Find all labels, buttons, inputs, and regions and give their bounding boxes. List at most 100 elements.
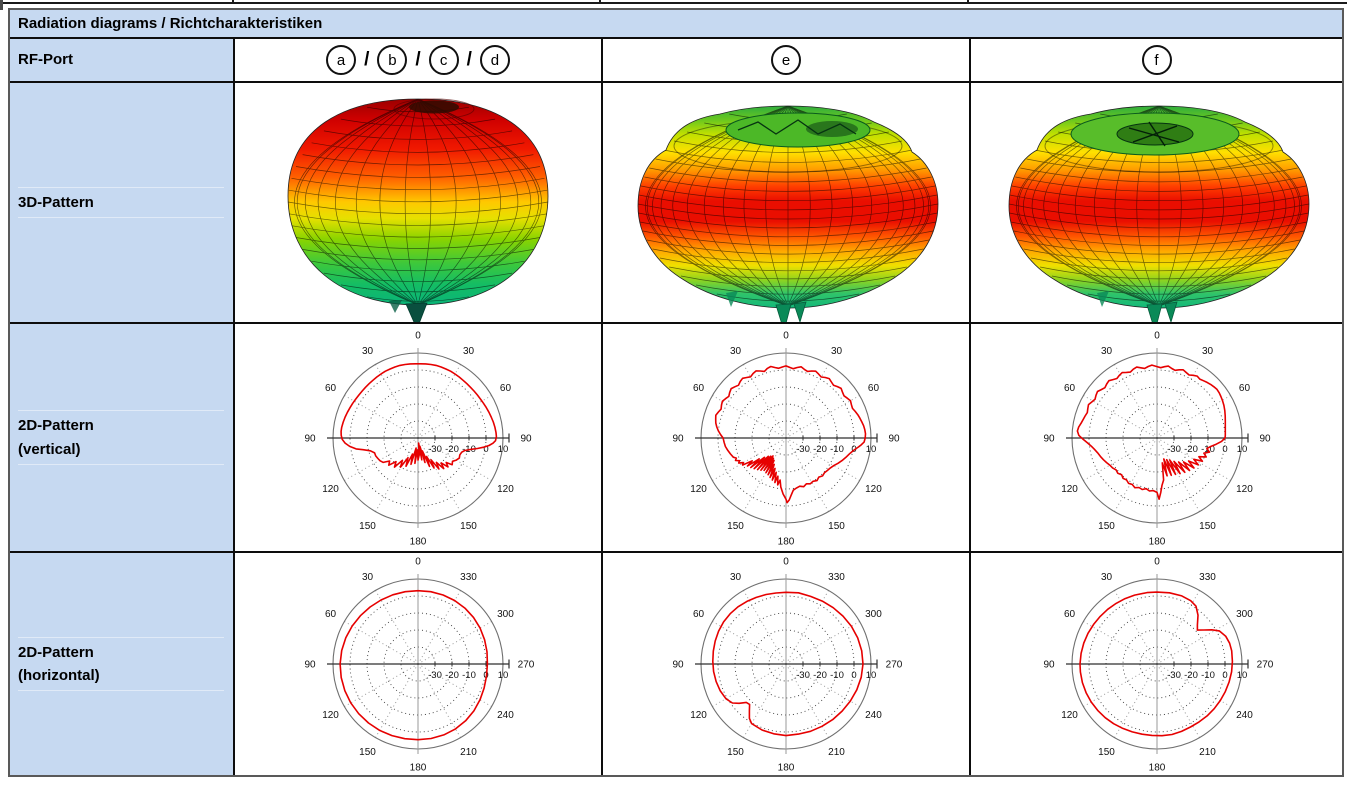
svg-text:300: 300 [1236, 609, 1253, 620]
2d-horizontal-cell-f: -30 -20 -10 0 10 0 330 300 270 240 210 180 150 120 90 6… [971, 553, 1342, 775]
row-label-2d-horizontal-text: 2D-Pattern (horizontal) [18, 636, 225, 692]
svg-text:150: 150 [1098, 747, 1115, 758]
svg-text:30: 30 [730, 572, 742, 583]
svg-text:-30: -30 [1167, 444, 1181, 455]
svg-text:150: 150 [727, 747, 744, 758]
svg-text:330: 330 [1199, 572, 1216, 583]
table-title-text: Radiation diagrams / Richtcharakteristik… [18, 15, 323, 32]
svg-text:0: 0 [415, 557, 421, 568]
svg-text:90: 90 [304, 660, 316, 671]
rf-port-circled-letter-a: a [326, 45, 357, 75]
previous-table-bottom-border [0, 2, 1347, 4]
svg-text:60: 60 [868, 383, 880, 394]
svg-text:180: 180 [1148, 536, 1165, 547]
svg-text:120: 120 [1061, 710, 1078, 721]
svg-text:120: 120 [497, 484, 514, 495]
rf-port-cell-f: f [971, 39, 1342, 83]
svg-text:-10: -10 [830, 444, 844, 455]
svg-text:0: 0 [1222, 670, 1227, 681]
svg-text:0: 0 [783, 330, 789, 341]
polar-chart-horizontal-abcd: -30 -20 -10 0 100330300270240210180150120906… [304, 557, 535, 774]
svg-text:90: 90 [1043, 660, 1055, 671]
previous-table-left-border-stub [0, 0, 3, 10]
svg-text:60: 60 [325, 383, 337, 394]
svg-text:90: 90 [672, 660, 684, 671]
previous-table-column-stub [599, 0, 601, 3]
previous-table-column-stub [232, 0, 234, 3]
svg-text:240: 240 [865, 710, 882, 721]
svg-text:90: 90 [1043, 433, 1055, 444]
radiation-diagrams-table: Radiation diagrams / Richtcharakteristik… [8, 8, 1344, 777]
3d-pattern-cell-f [971, 83, 1342, 324]
svg-text:30: 30 [730, 346, 742, 357]
svg-text:10: 10 [1236, 444, 1247, 455]
svg-text:0: 0 [1154, 330, 1160, 341]
svg-text:60: 60 [325, 609, 337, 620]
3d-pattern-e-image [637, 105, 939, 322]
rf-port-circled-letter-c: c [428, 45, 459, 75]
svg-text:210: 210 [460, 747, 477, 758]
svg-text:10: 10 [498, 670, 509, 681]
svg-text:0: 0 [483, 444, 488, 455]
svg-text:300: 300 [497, 609, 514, 620]
svg-text:10: 10 [866, 444, 877, 455]
polar-chart-horizontal-e: -30 -20 -10 0 10 0 330 300 270 240 210 180 150 120 90 6… [672, 557, 902, 774]
table-title: Radiation diagrams / Richtcharakteristik… [10, 10, 1342, 39]
svg-text:10: 10 [1236, 670, 1247, 681]
svg-text:90: 90 [520, 433, 532, 444]
svg-text:180: 180 [778, 763, 795, 774]
svg-text:10: 10 [498, 444, 509, 455]
svg-text:150: 150 [359, 747, 376, 758]
svg-text:30: 30 [831, 346, 843, 357]
row-label-3d-pattern-text: 3D-Pattern [18, 186, 225, 219]
svg-text:150: 150 [460, 520, 477, 531]
rf-port-label-text: RF-Port [18, 51, 73, 69]
svg-text:-20: -20 [445, 670, 459, 681]
svg-text:0: 0 [1222, 444, 1227, 455]
svg-text:-10: -10 [462, 670, 476, 681]
row-label-2d-horizontal-line2: (horizontal) [18, 667, 100, 684]
svg-text:10: 10 [866, 670, 877, 681]
svg-text:330: 330 [460, 572, 477, 583]
row-label-2d-vertical: 2D-Pattern (vertical) [10, 324, 235, 553]
svg-text:-30: -30 [428, 444, 442, 455]
svg-text:30: 30 [1100, 572, 1112, 583]
2d-vertical-cell-abcd: -30 -20 -10 0 10 0 30 60 90 120 150 180 150 120 90 60 30 [235, 324, 603, 553]
svg-text:-10: -10 [1201, 670, 1215, 681]
svg-text:180: 180 [410, 763, 427, 774]
svg-text:60: 60 [693, 609, 705, 620]
svg-text:0: 0 [851, 670, 856, 681]
svg-text:120: 120 [865, 484, 882, 495]
svg-text:150: 150 [1199, 520, 1216, 531]
svg-text:270: 270 [1256, 660, 1273, 671]
previous-table-column-stub [967, 0, 969, 3]
svg-text:150: 150 [828, 520, 845, 531]
svg-text:120: 120 [1236, 484, 1253, 495]
svg-text:120: 120 [690, 484, 707, 495]
svg-text:120: 120 [1061, 484, 1078, 495]
svg-text:120: 120 [690, 710, 707, 721]
row-label-2d-vertical-text: 2D-Pattern (vertical) [18, 410, 225, 465]
svg-text:240: 240 [1236, 710, 1253, 721]
polar-chart-horizontal-f: -30 -20 -10 0 10 0 330 300 270 240 210 180 150 120 90 6… [1043, 557, 1273, 774]
svg-text:-20: -20 [1184, 670, 1198, 681]
svg-text:30: 30 [362, 346, 374, 357]
svg-text:330: 330 [828, 572, 845, 583]
svg-text:120: 120 [322, 710, 339, 721]
svg-text:180: 180 [410, 536, 427, 547]
rf-port-circled-letter-b: b [377, 45, 408, 75]
2d-horizontal-cell-abcd: -30 -20 -10 0 10 0 330 300 270 240 210 180 150 120 90 6… [235, 553, 603, 775]
rf-port-circled-letter-d: d [479, 45, 510, 75]
svg-text:0: 0 [783, 557, 789, 568]
svg-text:270: 270 [518, 660, 535, 671]
svg-text:180: 180 [778, 536, 795, 547]
2d-horizontal-cell-e: -30 -20 -10 0 10 0 330 300 270 240 210 180 150 120 90 6… [603, 553, 971, 775]
port-separator: / [415, 49, 421, 70]
row-label-2d-horizontal-line1: 2D-Pattern [18, 643, 94, 661]
svg-text:60: 60 [500, 383, 512, 394]
row-label-2d-horizontal: 2D-Pattern (horizontal) [10, 553, 235, 775]
port-separator: / [364, 49, 370, 70]
